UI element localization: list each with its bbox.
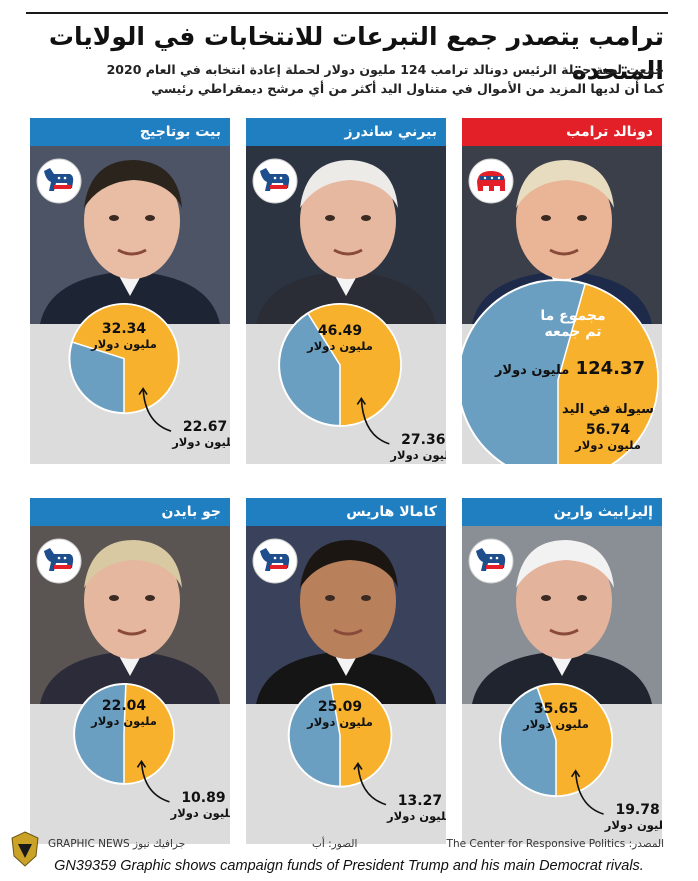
republican-elephant-icon: [468, 158, 514, 204]
candidate-name: بيت بوتاجيج: [30, 118, 230, 146]
top-rule: [26, 12, 668, 14]
cash-amount-unit: مليون دولار: [170, 805, 230, 820]
raised-amount-unit: مليون دولار: [307, 715, 373, 730]
candidate-panel: دونالد ترامب مجموع ما تم جمعه 124.37 مليون …: [462, 118, 662, 464]
cash-leader-arrow: [353, 762, 363, 770]
source-credit: المصدر: The Center for Responsive Politi…: [446, 838, 664, 850]
cash-slice: [306, 303, 402, 427]
portrait-illustration: [246, 526, 446, 704]
funds-pie: [287, 683, 393, 806]
raised-amount-unit: مليون دولار: [91, 336, 157, 351]
raised-amount-unit: مليون دولار: [494, 363, 570, 378]
candidate-name: جو بايدن: [30, 498, 230, 526]
raised-amount-value: 124.37: [569, 358, 646, 379]
agency-logo-icon: [11, 831, 39, 867]
cash-amount: 27.36مليون دولار: [381, 432, 446, 462]
raised-label-line-2: تم جمعه: [544, 324, 602, 340]
candidate-photo: [462, 146, 662, 324]
cash-amount: 19.78مليون دولار: [596, 802, 662, 832]
raised-amount-value: 46.49: [317, 323, 363, 340]
raised-amount-value: 22.04: [101, 698, 147, 715]
cash-leader-line: [360, 398, 390, 445]
democrat-donkey-icon: [252, 158, 298, 204]
figure-caption: GN39359 Graphic shows campaign funds of …: [54, 858, 644, 874]
cash-amount: 10.89 مليون دولار: [161, 790, 230, 820]
chart-subtitle: جمعت لجنة حملة الرئيس دونالد ترامب 124 م…: [26, 60, 664, 98]
democrat-donkey-icon: [468, 538, 514, 584]
candidate-name: دونالد ترامب: [462, 118, 662, 146]
cash-slice: [557, 282, 659, 464]
candidate-name: إليزابيث وارين: [462, 498, 662, 526]
democrat-donkey-icon: [36, 158, 82, 204]
democrat-donkey-icon: [252, 538, 298, 584]
democrat-donkey-icon: [36, 538, 82, 584]
cash-amount: 22.67مليون دولار: [163, 419, 230, 449]
candidate-name: كامالا هاريس: [246, 498, 446, 526]
cash-leader-line: [142, 388, 172, 432]
cash-leader-arrow: [570, 769, 581, 778]
funds-pie: [73, 683, 175, 803]
cash-leader-line: [357, 763, 387, 806]
candidate-photo: [246, 526, 446, 704]
raised-amount-unit: مليون دولار: [91, 714, 157, 729]
candidate-photo: [30, 146, 230, 324]
raised-amount: 22.04 مليون دولار: [79, 698, 169, 728]
portrait-illustration: [462, 526, 662, 704]
cash-amount-value: 22.67: [182, 419, 228, 436]
candidate-photo: [30, 526, 230, 704]
cash-leader-line: [574, 770, 604, 815]
cash-amount-value: 13.27: [397, 792, 443, 809]
cash-amount-value: 10.89: [181, 789, 226, 806]
raised-amount-unit: مليون دولار: [307, 339, 373, 354]
raised-amount: 35.65 مليون دولار: [511, 701, 601, 731]
cash-leader-line: [140, 761, 170, 803]
cash-amount: 13.27مليون دولار: [378, 793, 446, 823]
cash-amount: 56.74 مليون دولار: [558, 422, 658, 452]
chart-title: ترامب يتصدر جمع التبرعات للانتخابات في ا…: [48, 22, 664, 85]
raised-amount: 124.37 مليون دولار: [482, 358, 658, 379]
raised-amount-value: 32.34: [101, 320, 147, 337]
raised-amount: 25.09 مليون دولار: [295, 699, 385, 729]
funds-pie: [498, 683, 614, 815]
candidate-photo: [246, 146, 446, 324]
cash-amount-value: 27.36: [401, 431, 446, 448]
raised-label: مجموع ما تم جمعه: [498, 308, 648, 340]
raised-amount: 32.34 مليون دولار: [79, 321, 169, 351]
photo-credit: الصور: أب: [312, 838, 358, 850]
cash-amount-value: 19.78: [615, 802, 660, 819]
cash-amount-unit: مليون دولار: [575, 438, 641, 452]
candidate-name: بيرني ساندرز: [246, 118, 446, 146]
raised-amount-unit: مليون دولار: [523, 717, 589, 732]
funds-pie: [68, 303, 180, 432]
raised-amount-value: 25.09: [317, 699, 363, 716]
funds-pie: [278, 303, 402, 445]
subtitle-line-1: جمعت لجنة حملة الرئيس دونالد ترامب 124 م…: [106, 62, 664, 77]
cash-leader-arrow: [356, 396, 366, 405]
cash-slice: [123, 683, 175, 785]
cash-amount-unit: مليون دولار: [387, 808, 446, 823]
raised-amount-value: 35.65: [533, 701, 579, 718]
cash-label-text: سيولة في اليد: [562, 402, 654, 417]
cash-amount-unit: مليون دولار: [390, 447, 446, 462]
cash-leader-arrow: [136, 759, 147, 768]
cash-amount-unit: مليون دولار: [604, 818, 662, 833]
subtitle-line-2: كما أن لديها المزيد من الأموال في متناول…: [151, 81, 664, 96]
cash-slice: [71, 303, 180, 414]
raised-label-line-1: مجموع ما: [540, 308, 606, 324]
cash-label: سيولة في اليد: [558, 402, 658, 418]
cash-amount-unit: مليون دولار: [172, 435, 230, 450]
cash-leader-arrow: [138, 387, 148, 396]
funds-pie: [462, 279, 659, 464]
raised-amount: 46.49 مليون دولار: [295, 323, 385, 353]
candidate-panel: جو بايدن 22.04 مليون دولار 10.89 مليون دولار: [30, 498, 230, 844]
cash-amount-value: 56.74: [585, 422, 631, 438]
brand-credit: جرافيك نيوز GRAPHIC NEWS: [48, 838, 186, 850]
candidate-photo: [462, 526, 662, 704]
cash-slice: [329, 683, 393, 788]
